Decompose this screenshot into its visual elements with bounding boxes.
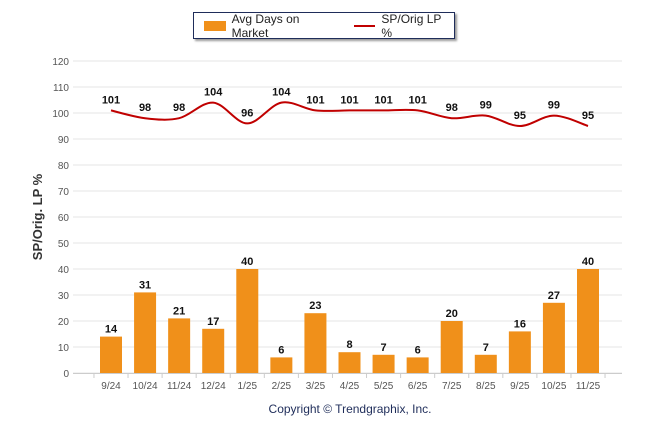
- copyright-text: Copyright © Trendgraphix, Inc.: [268, 402, 432, 416]
- line-data-label: 98: [173, 102, 185, 114]
- y-tick-label: 100: [52, 109, 69, 120]
- bar-data-label: 6: [278, 344, 284, 356]
- line-data-label: 99: [548, 100, 560, 112]
- x-tick-label: 9/24: [101, 381, 121, 392]
- bar: [542, 302, 565, 373]
- y-tick-label: 30: [58, 291, 70, 302]
- line-data-label: 95: [582, 110, 594, 122]
- x-tick-label: 11/24: [167, 381, 192, 392]
- line-data-label: 104: [272, 87, 291, 99]
- bar: [168, 318, 191, 373]
- line-data-label: 101: [340, 94, 358, 106]
- line-data-label: 99: [480, 100, 492, 112]
- line-data-label: 104: [204, 87, 223, 99]
- x-tick-label: 5/25: [374, 381, 394, 392]
- bar: [100, 336, 122, 373]
- x-tick-label: 12/24: [201, 381, 226, 392]
- y-tick-label: 110: [53, 83, 69, 94]
- bar: [236, 269, 259, 373]
- x-tick-label: 8/25: [476, 381, 496, 392]
- bar-data-label: 20: [446, 308, 458, 320]
- line-data-label: 101: [374, 94, 392, 106]
- bar: [134, 292, 157, 373]
- bar-data-label: 7: [381, 342, 387, 354]
- bar-data-label: 21: [173, 305, 185, 317]
- line-data-label: 98: [139, 102, 151, 114]
- bar: [440, 321, 463, 373]
- x-tick-label: 10/24: [133, 381, 158, 392]
- x-tick-label: 11/25: [576, 381, 601, 392]
- y-tick-label: 70: [58, 187, 70, 198]
- x-tick-label: 6/25: [408, 381, 428, 392]
- bar: [508, 331, 531, 373]
- bar-data-label: 27: [548, 290, 560, 302]
- bar-data-label: 31: [139, 279, 151, 291]
- y-tick-label: 40: [58, 265, 70, 276]
- line-data-label: 98: [446, 102, 458, 114]
- legend-label-line: SP/Orig LP %: [381, 11, 442, 40]
- bar-data-label: 23: [309, 300, 321, 312]
- legend-label-bar: Avg Days on Market: [231, 11, 300, 40]
- bar-data-label: 14: [105, 324, 118, 336]
- bar: [577, 269, 599, 373]
- y-tick-label: 90: [58, 135, 70, 146]
- x-tick-label: 4/25: [340, 381, 360, 392]
- line-data-label: 101: [102, 94, 120, 106]
- y-tick-label: 50: [58, 239, 70, 250]
- bar-data-label: 7: [483, 342, 489, 354]
- x-tick-label: 9/25: [510, 381, 530, 392]
- y-tick-label: 80: [58, 161, 70, 172]
- line-series: [110, 101, 589, 128]
- y-tick-label: 10: [58, 343, 70, 354]
- bar: [372, 354, 395, 373]
- legend-bar-swatch: [204, 20, 226, 31]
- x-tick-label: 10/25: [541, 381, 566, 392]
- bar-data-label: 6: [415, 344, 421, 356]
- x-tick-label: 3/25: [306, 381, 326, 392]
- bar: [304, 313, 327, 373]
- line-data-label: 101: [306, 94, 324, 106]
- bar-data-label: 16: [514, 318, 526, 330]
- bar: [202, 328, 225, 373]
- legend: Avg Days on Market SP/Orig LP %: [193, 11, 455, 40]
- bar: [270, 357, 293, 373]
- x-tick-label: 7/25: [442, 381, 462, 392]
- line-data-label: 95: [514, 110, 526, 122]
- y-tick-label: 20: [58, 317, 70, 328]
- y-tick-label: 0: [63, 369, 69, 380]
- bar: [474, 354, 497, 373]
- bar-data-label: 17: [207, 316, 219, 328]
- bar: [338, 352, 361, 373]
- bar: [406, 357, 429, 373]
- y-tick-label: 60: [58, 213, 70, 224]
- y-axis-title: SP/Orig. LP %: [30, 173, 45, 260]
- bar-data-label: 40: [241, 256, 253, 268]
- bar-data-label: 40: [582, 256, 594, 268]
- bar-data-label: 8: [346, 339, 352, 351]
- x-tick-label: 1/25: [238, 381, 258, 392]
- y-tick-label: 120: [52, 57, 69, 68]
- line-data-label: 101: [408, 94, 426, 106]
- legend-line-swatch: [353, 24, 376, 27]
- line-data-label: 96: [241, 107, 253, 119]
- x-tick-label: 2/25: [272, 381, 292, 392]
